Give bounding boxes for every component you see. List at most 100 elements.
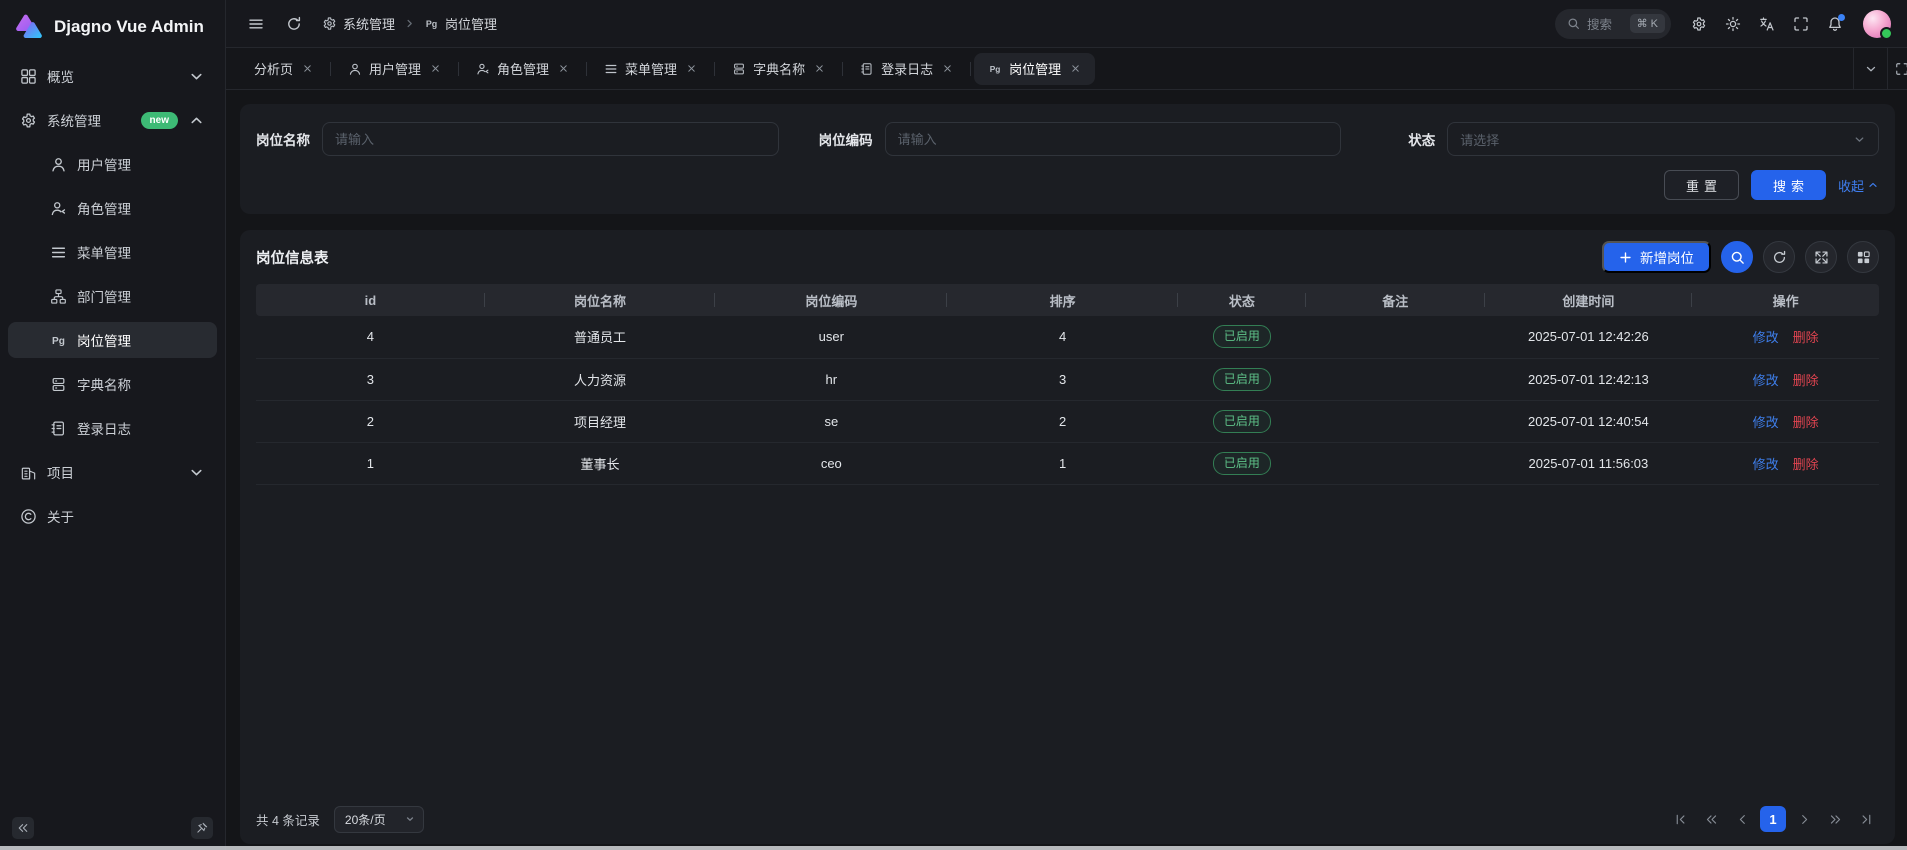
user-icon bbox=[348, 62, 362, 76]
tab-roles[interactable]: 角色管理 bbox=[462, 53, 583, 85]
page-next-double-button[interactable] bbox=[1822, 806, 1848, 832]
sidebar-item-system[interactable]: 系统管理 new bbox=[8, 102, 217, 138]
edit-link[interactable]: 修改 bbox=[1752, 414, 1779, 430]
edit-link[interactable]: 修改 bbox=[1752, 330, 1779, 346]
delete-link[interactable]: 删除 bbox=[1792, 414, 1819, 430]
refresh-icon bbox=[1772, 250, 1787, 265]
search-button[interactable]: 搜索 bbox=[1750, 170, 1826, 200]
tab-analysis[interactable]: 分析页 bbox=[240, 53, 327, 85]
table-columns-button[interactable] bbox=[1847, 241, 1879, 273]
field-status: 状态 请选择 bbox=[1381, 122, 1879, 156]
breadcrumb-item-system[interactable]: 系统管理 bbox=[322, 14, 395, 33]
sidebar-item-label: 角色管理 bbox=[77, 202, 131, 217]
post-code-input[interactable] bbox=[884, 122, 1342, 156]
collapse-filter-link[interactable]: 收起 bbox=[1838, 176, 1879, 195]
status-badge: 已启用 bbox=[1212, 367, 1271, 391]
sidebar-item-users[interactable]: 用户管理 bbox=[8, 146, 217, 182]
close-icon[interactable] bbox=[686, 63, 697, 74]
table-column-row: id 岗位名称 岗位编码 排序 状态 备注 创建时间 操作 bbox=[256, 284, 1879, 316]
plus-icon bbox=[1619, 251, 1632, 264]
sidebar-item-roles[interactable]: 角色管理 bbox=[8, 190, 217, 226]
sidebar-item-about[interactable]: 关于 bbox=[8, 498, 217, 534]
edit-link[interactable]: 修改 bbox=[1752, 456, 1779, 472]
user-avatar[interactable] bbox=[1863, 9, 1893, 40]
current-page-button[interactable]: 1 bbox=[1760, 806, 1786, 832]
table-cell: 2 bbox=[947, 400, 1178, 443]
breadcrumb-item-posts[interactable]: Pg 岗位管理 bbox=[424, 14, 497, 33]
sidebar-item-label: 用户管理 bbox=[77, 158, 131, 173]
main-area: 系统管理 Pg 岗位管理 搜索 ⌘ K bbox=[226, 0, 1907, 850]
add-post-button[interactable]: 新增岗位 bbox=[1602, 241, 1711, 273]
posts-table: id 岗位名称 岗位编码 排序 状态 备注 创建时间 操作 4 普通员工 user 4 已启用 2025… bbox=[256, 284, 1879, 485]
tab-menus[interactable]: 菜单管理 bbox=[590, 53, 711, 85]
tab-controls bbox=[1853, 48, 1907, 89]
table-search-button[interactable] bbox=[1721, 241, 1753, 273]
about-icon bbox=[20, 508, 37, 525]
fullscreen-button[interactable] bbox=[1787, 10, 1815, 38]
sidebar-item-overview[interactable]: 概览 bbox=[8, 58, 217, 94]
tab-separator bbox=[586, 61, 588, 76]
page-prev-double-button[interactable] bbox=[1698, 806, 1724, 832]
delete-link[interactable]: 删除 bbox=[1792, 372, 1819, 388]
table-toolbar: 新增岗位 bbox=[1602, 241, 1879, 273]
tab-separator bbox=[970, 61, 972, 76]
collapse-label: 收起 bbox=[1837, 178, 1864, 194]
reset-button[interactable]: 重置 bbox=[1663, 170, 1739, 200]
close-icon[interactable] bbox=[814, 63, 825, 74]
sidebar-item-departments[interactable]: 部门管理 bbox=[8, 278, 217, 314]
sidebar-item-login-logs[interactable]: 登录日志 bbox=[8, 410, 217, 446]
tab-posts[interactable]: Pg 岗位管理 bbox=[974, 52, 1096, 85]
table-cell: 3 bbox=[947, 358, 1178, 401]
delete-link[interactable]: 删除 bbox=[1792, 330, 1819, 346]
tab-login-logs[interactable]: 登录日志 bbox=[846, 53, 967, 85]
language-button[interactable] bbox=[1753, 10, 1781, 38]
menu-toggle-button[interactable] bbox=[242, 10, 270, 38]
table-row: 1 董事长 ceo 1 已启用 2025-07-01 11:56:03 修改 删除 bbox=[256, 442, 1879, 485]
close-icon[interactable] bbox=[1070, 63, 1081, 74]
table-cell-remark bbox=[1306, 316, 1485, 359]
close-icon[interactable] bbox=[942, 63, 953, 74]
chevron-down-icon bbox=[188, 464, 205, 481]
tab-users[interactable]: 用户管理 bbox=[334, 53, 455, 85]
tab-fullscreen-button[interactable] bbox=[1887, 48, 1907, 89]
sidebar-item-label: 关于 bbox=[47, 510, 74, 525]
page-next-icon bbox=[1798, 813, 1811, 826]
search-placeholder: 搜索 bbox=[1587, 18, 1613, 32]
theme-toggle-button[interactable] bbox=[1719, 10, 1747, 38]
sidebar-item-dictionaries[interactable]: 字典名称 bbox=[8, 366, 217, 402]
sidebar-item-menus[interactable]: 菜单管理 bbox=[8, 234, 217, 270]
sidebar: Djagno Vue Admin 概览系统管理 new 用户管理角色管理菜单管理部门… bbox=[0, 0, 226, 850]
page-size-select[interactable]: 20条/页 bbox=[333, 805, 424, 833]
close-icon[interactable] bbox=[430, 63, 441, 74]
notifications-button[interactable] bbox=[1821, 10, 1849, 38]
page-last-button[interactable] bbox=[1853, 806, 1879, 832]
refresh-page-button[interactable] bbox=[280, 10, 308, 38]
tab-list-dropdown-button[interactable] bbox=[1853, 48, 1887, 89]
close-icon[interactable] bbox=[558, 63, 569, 74]
table-refresh-button[interactable] bbox=[1763, 241, 1795, 273]
tab-label: 分析页 bbox=[254, 62, 294, 77]
sidebar-item-posts[interactable]: Pg 岗位管理 bbox=[8, 322, 217, 358]
tab-dictionaries[interactable]: 字典名称 bbox=[718, 53, 839, 85]
column-header: 备注 bbox=[1306, 284, 1485, 316]
edit-link[interactable]: 修改 bbox=[1752, 372, 1779, 388]
post-name-input[interactable] bbox=[322, 122, 779, 156]
role-icon bbox=[476, 62, 490, 76]
page-first-button[interactable] bbox=[1667, 806, 1693, 832]
delete-link[interactable]: 删除 bbox=[1792, 456, 1819, 472]
page-next-button[interactable] bbox=[1791, 806, 1817, 832]
svg-text:Pg: Pg bbox=[990, 64, 1001, 74]
status-select[interactable]: 请选择 bbox=[1447, 122, 1879, 156]
settings-button[interactable] bbox=[1685, 10, 1713, 38]
close-icon[interactable] bbox=[302, 63, 313, 74]
sidebar-pin-button[interactable] bbox=[191, 817, 213, 839]
building-icon bbox=[20, 464, 37, 481]
pg-icon: Pg bbox=[988, 62, 1002, 76]
app-logo-row[interactable]: Djagno Vue Admin bbox=[0, 0, 225, 54]
global-search-button[interactable]: 搜索 ⌘ K bbox=[1555, 8, 1671, 39]
table-fullscreen-button[interactable] bbox=[1805, 241, 1837, 273]
sun-icon bbox=[1725, 16, 1741, 32]
sidebar-collapse-button[interactable] bbox=[12, 817, 34, 839]
page-prev-button[interactable] bbox=[1729, 806, 1755, 832]
sidebar-item-project[interactable]: 项目 bbox=[8, 454, 217, 490]
